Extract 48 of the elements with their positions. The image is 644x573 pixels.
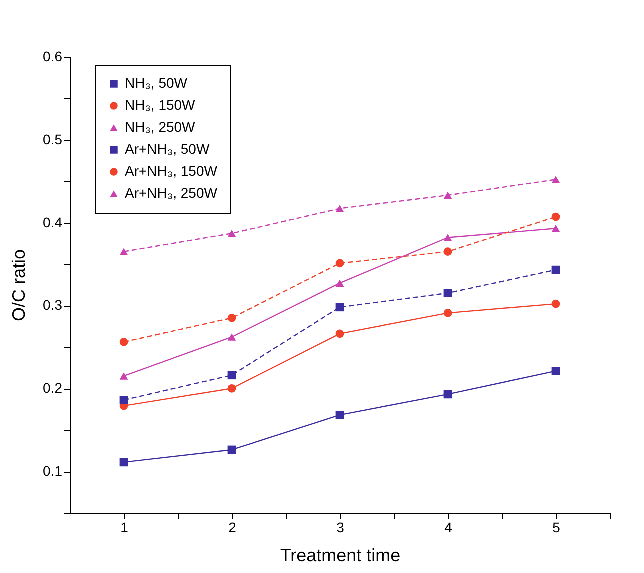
point <box>336 259 344 268</box>
point <box>228 314 236 322</box>
legend-label: NH₃, 50W <box>125 75 188 91</box>
point <box>444 234 452 242</box>
legend-label: NH₃, 250W <box>125 119 196 135</box>
point <box>444 248 452 256</box>
point <box>120 372 128 380</box>
point <box>336 410 344 420</box>
y-tick-label: 0.5 <box>43 131 63 148</box>
point <box>444 289 452 298</box>
point <box>552 176 560 184</box>
point <box>552 300 560 308</box>
point <box>444 390 452 399</box>
point <box>228 230 236 238</box>
point <box>336 330 344 338</box>
point <box>552 212 560 222</box>
legend-label: Ar+NH₃, 250W <box>125 185 218 201</box>
legend-label: Ar+NH₃, 50W <box>125 141 210 157</box>
point <box>228 384 236 393</box>
point <box>552 367 560 376</box>
point <box>336 205 344 212</box>
x-tick-label: 5 <box>552 520 561 536</box>
point <box>444 309 452 318</box>
x-axis-title: Treatment time <box>280 546 401 566</box>
point <box>120 248 128 256</box>
y-tick-label: 0.2 <box>43 380 63 396</box>
x-tick-label: 1 <box>120 520 129 536</box>
point <box>336 303 344 312</box>
point <box>228 334 236 341</box>
point <box>552 266 560 274</box>
y-tick-label: 0.4 <box>43 214 63 230</box>
x-tick-label: 3 <box>336 520 345 536</box>
point <box>120 396 128 404</box>
point <box>444 192 452 200</box>
point <box>120 458 128 467</box>
legend-label: Ar+NH₃, 150W <box>125 163 218 179</box>
point <box>228 446 236 454</box>
x-tick-label: 4 <box>444 520 453 536</box>
y-tick-label: 0.3 <box>43 297 63 314</box>
y-tick-label: 0.6 <box>43 48 63 64</box>
y-tick-label: 0.1 <box>43 463 63 480</box>
point <box>228 371 236 380</box>
point <box>336 280 344 287</box>
point <box>552 225 560 232</box>
y-axis-title: O/C ratio <box>9 249 30 322</box>
legend-label: NH₃, 150W <box>125 97 196 113</box>
x-tick-label: 2 <box>228 520 237 536</box>
point <box>120 338 128 346</box>
